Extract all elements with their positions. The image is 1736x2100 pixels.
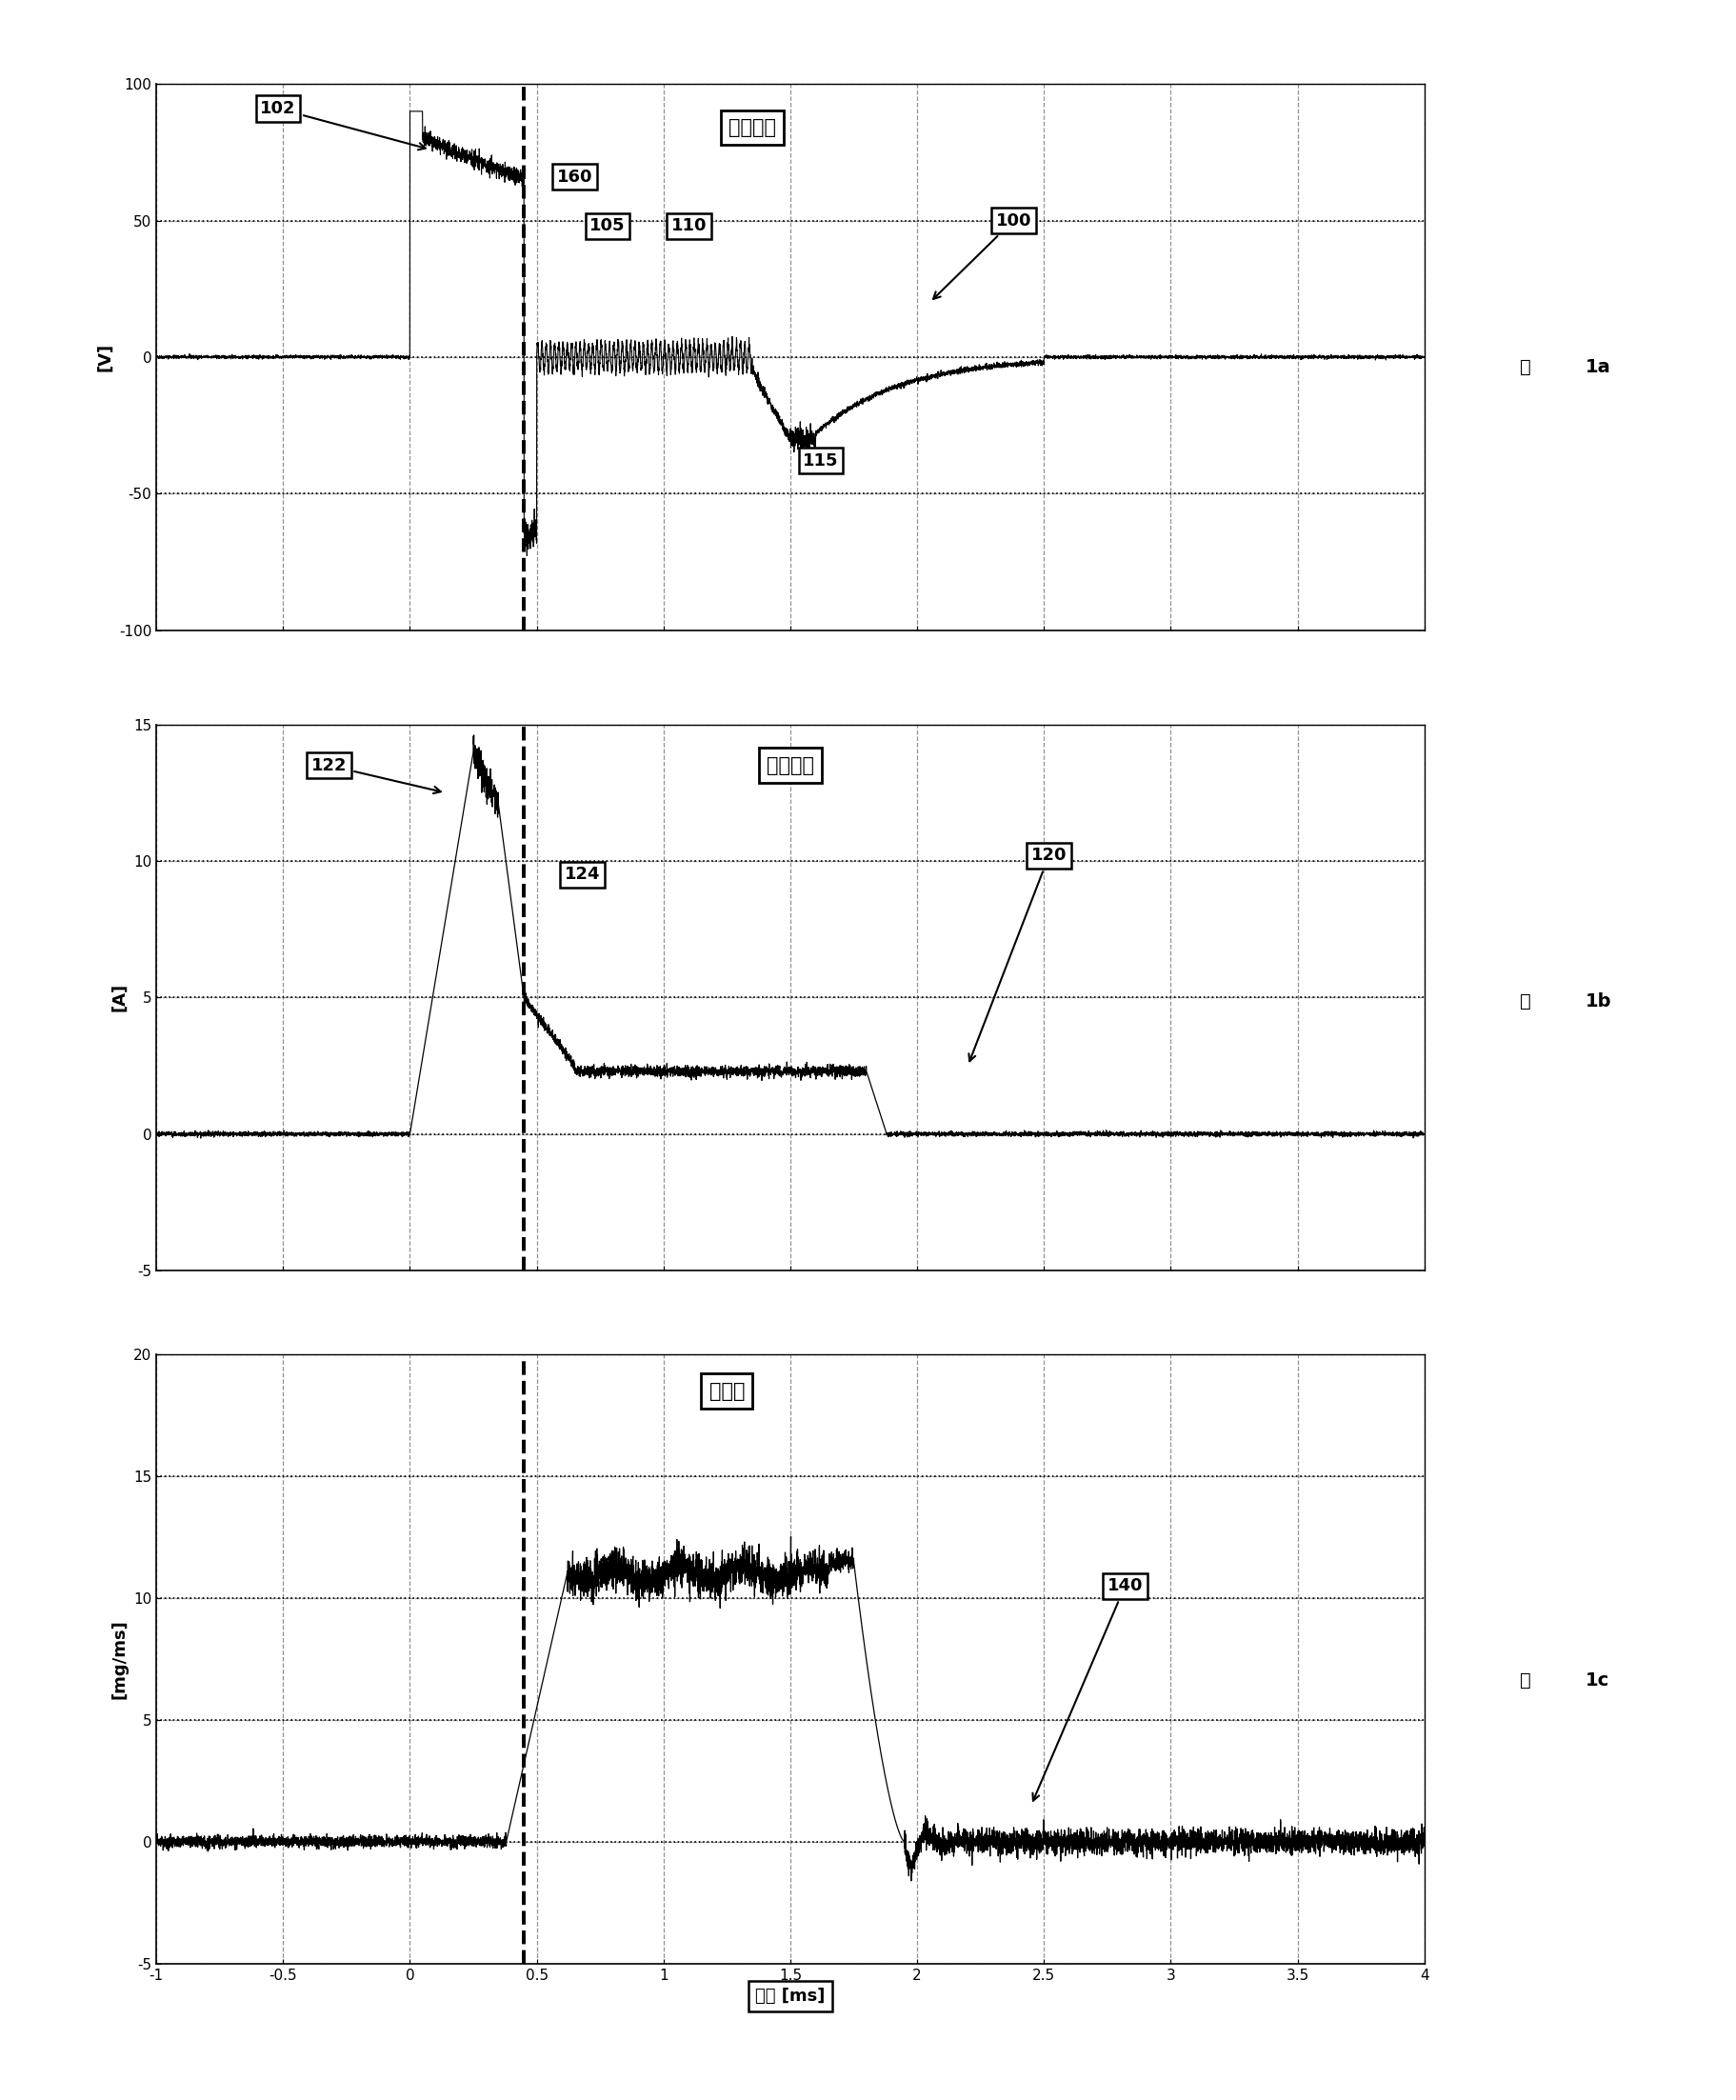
Text: 124: 124 — [564, 865, 601, 884]
Text: 115: 115 — [802, 451, 838, 468]
Text: 110: 110 — [670, 218, 707, 235]
Text: 控制电流: 控制电流 — [766, 756, 814, 775]
Text: 图: 图 — [1519, 359, 1529, 376]
Text: 140: 140 — [1033, 1577, 1142, 1800]
Text: 喷射率: 喷射率 — [708, 1382, 745, 1401]
Text: 图: 图 — [1519, 993, 1529, 1010]
Text: 122: 122 — [311, 756, 441, 794]
Text: 1c: 1c — [1585, 1672, 1609, 1688]
Text: 1a: 1a — [1585, 359, 1611, 376]
X-axis label: 时间 [ms]: 时间 [ms] — [755, 1989, 825, 2005]
Text: 图: 图 — [1519, 1672, 1529, 1688]
Y-axis label: [A]: [A] — [111, 983, 128, 1012]
Text: 160: 160 — [557, 168, 592, 185]
Text: 1b: 1b — [1585, 993, 1611, 1010]
Text: 105: 105 — [590, 218, 625, 235]
Text: 102: 102 — [260, 101, 425, 149]
Y-axis label: [V]: [V] — [97, 342, 113, 372]
Text: 120: 120 — [969, 846, 1066, 1060]
Y-axis label: [mg/ms]: [mg/ms] — [111, 1619, 128, 1699]
Text: 100: 100 — [932, 212, 1031, 298]
Text: 控制电压: 控制电压 — [727, 118, 776, 136]
